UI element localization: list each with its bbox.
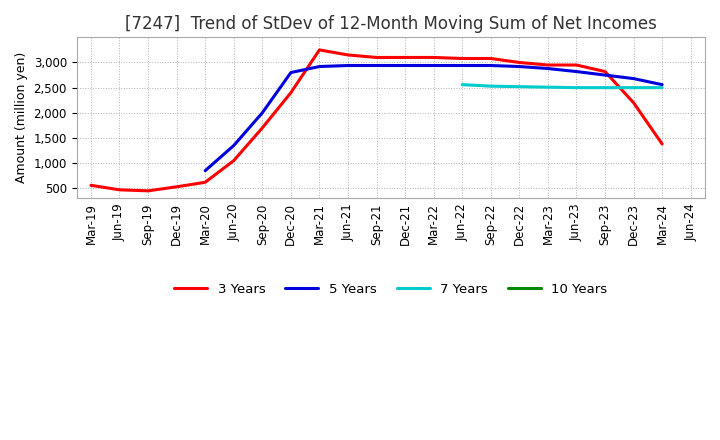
3 Years: [429, 55, 438, 60]
5 Years: [629, 76, 638, 81]
3 Years: [287, 90, 295, 95]
Line: 5 Years: 5 Years: [205, 66, 662, 171]
3 Years: [600, 69, 609, 74]
Y-axis label: Amount (million yen): Amount (million yen): [15, 52, 28, 183]
5 Years: [458, 63, 467, 68]
5 Years: [658, 82, 667, 87]
Title: [7247]  Trend of StDev of 12-Month Moving Sum of Net Incomes: [7247] Trend of StDev of 12-Month Moving…: [125, 15, 657, 33]
5 Years: [315, 64, 324, 69]
5 Years: [230, 143, 238, 148]
3 Years: [515, 60, 523, 65]
3 Years: [572, 62, 581, 68]
Legend: 3 Years, 5 Years, 7 Years, 10 Years: 3 Years, 5 Years, 7 Years, 10 Years: [169, 278, 613, 301]
5 Years: [515, 64, 523, 69]
3 Years: [144, 188, 153, 194]
5 Years: [201, 168, 210, 173]
5 Years: [343, 63, 352, 68]
7 Years: [572, 85, 581, 90]
5 Years: [600, 73, 609, 78]
7 Years: [544, 84, 552, 90]
5 Years: [258, 110, 266, 115]
5 Years: [429, 63, 438, 68]
3 Years: [343, 52, 352, 58]
3 Years: [658, 141, 667, 147]
7 Years: [458, 82, 467, 87]
5 Years: [487, 63, 495, 68]
5 Years: [401, 63, 410, 68]
3 Years: [230, 158, 238, 163]
3 Years: [86, 183, 95, 188]
5 Years: [544, 66, 552, 71]
Line: 7 Years: 7 Years: [462, 84, 662, 88]
Line: 3 Years: 3 Years: [91, 50, 662, 191]
7 Years: [487, 84, 495, 89]
5 Years: [287, 70, 295, 75]
5 Years: [572, 69, 581, 74]
3 Years: [115, 187, 124, 192]
3 Years: [544, 62, 552, 68]
7 Years: [658, 85, 667, 90]
3 Years: [629, 100, 638, 106]
3 Years: [487, 56, 495, 61]
7 Years: [629, 85, 638, 90]
3 Years: [401, 55, 410, 60]
3 Years: [172, 184, 181, 190]
5 Years: [372, 63, 381, 68]
7 Years: [515, 84, 523, 89]
3 Years: [315, 47, 324, 52]
3 Years: [201, 180, 210, 185]
3 Years: [372, 55, 381, 60]
3 Years: [458, 56, 467, 61]
7 Years: [600, 85, 609, 90]
3 Years: [258, 125, 266, 131]
